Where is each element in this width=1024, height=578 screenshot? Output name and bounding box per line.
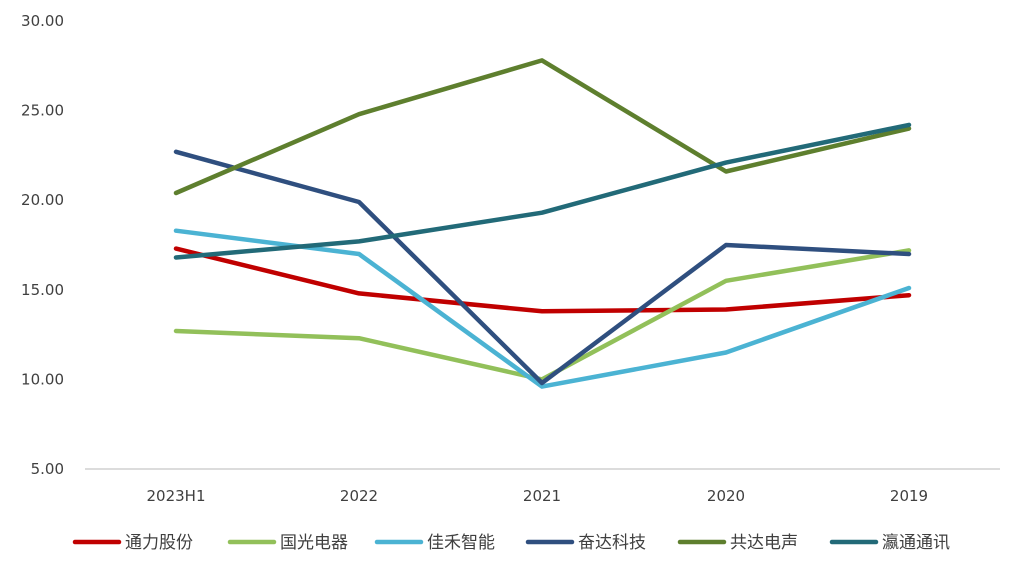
y-tick-label: 10.00	[21, 370, 64, 388]
y-tick-label: 30.00	[21, 12, 64, 30]
y-tick-label: 5.00	[31, 460, 64, 478]
y-tick-label: 15.00	[21, 281, 64, 299]
legend-item: 奋达科技	[525, 533, 646, 553]
legend: 通力股份 国光电器 佳禾智能 奋达科技 共达电声 瀛通通讯	[72, 532, 950, 553]
series-line-3	[173, 228, 912, 389]
series-lines	[173, 58, 912, 389]
series-line-5	[173, 58, 912, 196]
legend-label: 共达电声	[730, 533, 798, 553]
x-tick-label: 2020	[707, 487, 745, 505]
series-line-6	[173, 122, 912, 260]
legend-item: 共达电声	[677, 533, 798, 553]
legend-item: 通力股份	[72, 533, 193, 553]
x-tick-label: 2021	[523, 487, 561, 505]
x-tick-label: 2023H1	[147, 487, 206, 505]
series-line-4	[173, 149, 912, 386]
legend-label: 国光电器	[280, 533, 348, 553]
series-line-2	[173, 248, 912, 382]
legend-label: 奋达科技	[578, 533, 646, 553]
legend-item: 瀛通通讯	[829, 532, 950, 553]
legend-label: 佳禾智能	[427, 533, 495, 553]
y-tick-label: 25.00	[21, 102, 64, 120]
x-tick-label: 2022	[340, 487, 378, 505]
legend-item: 国光电器	[227, 533, 348, 553]
y-tick-label: 20.00	[21, 191, 64, 209]
legend-label: 瀛通通讯	[882, 532, 950, 553]
legend-item: 佳禾智能	[374, 533, 495, 553]
x-axis: 2023H1 2022 2021 2020 2019	[147, 487, 929, 505]
x-tick-label: 2019	[890, 487, 928, 505]
series-line-1	[173, 246, 912, 314]
y-axis: 5.00 10.00 15.00 20.00 25.00 30.00	[21, 12, 64, 478]
legend-label: 通力股份	[125, 533, 193, 553]
